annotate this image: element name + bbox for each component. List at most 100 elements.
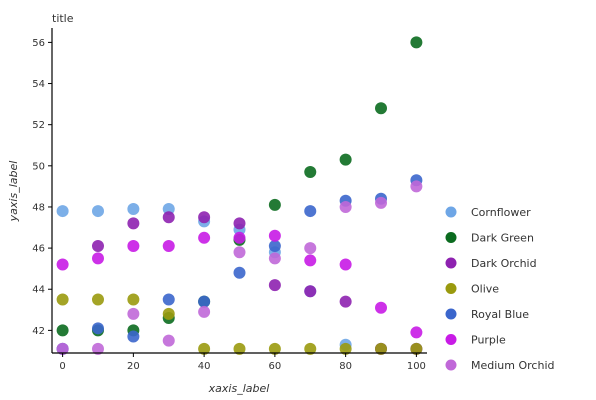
legend-item: Cornflower bbox=[445, 206, 531, 219]
data-point bbox=[339, 200, 352, 213]
data-point bbox=[268, 240, 281, 253]
legend-swatch bbox=[445, 334, 457, 345]
series-medium-orchid bbox=[56, 180, 423, 355]
data-point bbox=[410, 326, 423, 339]
data-point bbox=[304, 205, 317, 218]
data-point bbox=[127, 217, 140, 230]
data-point bbox=[339, 295, 352, 308]
data-point bbox=[268, 252, 281, 265]
data-point bbox=[304, 242, 317, 255]
data-point bbox=[233, 342, 246, 355]
data-point bbox=[268, 229, 281, 242]
legend-swatch bbox=[445, 206, 457, 218]
legend-label: Cornflower bbox=[471, 206, 531, 219]
data-point bbox=[410, 342, 423, 355]
data-point bbox=[127, 293, 140, 306]
data-point bbox=[56, 342, 69, 355]
legend-label: Dark Orchid bbox=[471, 257, 537, 270]
legend-swatch bbox=[445, 308, 457, 320]
legend-label: Royal Blue bbox=[471, 308, 529, 321]
y-tick-label: 42 bbox=[32, 326, 45, 337]
data-point bbox=[56, 293, 69, 306]
data-point bbox=[198, 211, 211, 224]
data-point bbox=[233, 266, 246, 279]
legend-item: Purple bbox=[445, 334, 506, 347]
legend: Cornflower Dark Green Dark Orchid Olive Roya… bbox=[445, 206, 554, 372]
data-point bbox=[339, 153, 352, 166]
legend-swatch bbox=[445, 283, 457, 294]
data-point bbox=[162, 240, 175, 253]
legend-label: Olive bbox=[471, 283, 499, 296]
data-point bbox=[198, 305, 211, 318]
data-point bbox=[410, 36, 423, 49]
data-point bbox=[56, 205, 69, 218]
y-tick-label: 46 bbox=[32, 244, 45, 255]
data-point bbox=[127, 307, 140, 320]
data-point bbox=[375, 102, 388, 115]
data-point bbox=[56, 324, 69, 337]
data-point bbox=[233, 246, 246, 259]
x-tick-label: 20 bbox=[127, 361, 140, 372]
data-point bbox=[375, 301, 388, 314]
x-tick-label: 0 bbox=[59, 361, 65, 372]
data-point bbox=[375, 196, 388, 209]
series-dark-green bbox=[56, 36, 423, 337]
legend-label: Dark Green bbox=[471, 232, 534, 245]
data-point bbox=[91, 322, 104, 335]
y-tick-label: 50 bbox=[32, 161, 45, 172]
data-point bbox=[304, 254, 317, 267]
data-point bbox=[410, 180, 423, 193]
legend-swatch bbox=[445, 257, 457, 269]
data-point bbox=[233, 217, 246, 230]
data-point bbox=[162, 203, 175, 216]
plot-area bbox=[56, 36, 423, 355]
data-point bbox=[91, 240, 104, 253]
x-axis-ticks: 0 20 40 60 80 100 bbox=[59, 353, 426, 372]
legend-label: Purple bbox=[471, 334, 506, 347]
series-purple bbox=[56, 229, 423, 339]
y-tick-label: 56 bbox=[32, 38, 45, 49]
data-point bbox=[162, 334, 175, 347]
legend-item: Dark Green bbox=[445, 232, 534, 245]
data-point bbox=[91, 252, 104, 265]
y-tick-label: 48 bbox=[32, 202, 45, 213]
data-point bbox=[375, 342, 388, 355]
data-point bbox=[304, 285, 317, 298]
data-point bbox=[198, 295, 211, 308]
data-point bbox=[127, 203, 140, 216]
data-point bbox=[339, 258, 352, 271]
x-tick-label: 40 bbox=[198, 361, 211, 372]
data-point bbox=[233, 231, 246, 244]
data-point bbox=[304, 342, 317, 355]
legend-swatch bbox=[445, 232, 457, 243]
data-point bbox=[268, 279, 281, 292]
data-point bbox=[198, 231, 211, 244]
x-tick-label: 60 bbox=[269, 361, 282, 372]
y-tick-label: 54 bbox=[32, 79, 45, 90]
series-royal-blue bbox=[56, 174, 423, 355]
data-point bbox=[198, 342, 211, 355]
legend-swatch bbox=[445, 359, 457, 371]
legend-item: Royal Blue bbox=[445, 308, 529, 321]
legend-label: Medium Orchid bbox=[471, 359, 554, 372]
legend-item: Medium Orchid bbox=[445, 359, 554, 372]
x-tick-label: 80 bbox=[339, 361, 352, 372]
data-point bbox=[268, 198, 281, 211]
y-axis-ticks: 42 44 46 48 50 52 54 56 bbox=[32, 38, 52, 337]
data-point bbox=[162, 293, 175, 306]
series-olive bbox=[56, 293, 423, 355]
data-point bbox=[56, 258, 69, 271]
data-point bbox=[339, 342, 352, 355]
data-point bbox=[162, 307, 175, 320]
chart-title: title bbox=[52, 12, 74, 25]
data-point bbox=[304, 165, 317, 178]
data-point bbox=[91, 342, 104, 355]
x-tick-label: 100 bbox=[407, 361, 426, 372]
y-axis-title: yaxis_label bbox=[7, 161, 20, 223]
legend-item: Dark Orchid bbox=[445, 257, 537, 270]
data-point bbox=[127, 330, 140, 343]
y-tick-label: 44 bbox=[32, 285, 45, 296]
data-point bbox=[91, 205, 104, 218]
y-tick-label: 52 bbox=[32, 120, 45, 131]
